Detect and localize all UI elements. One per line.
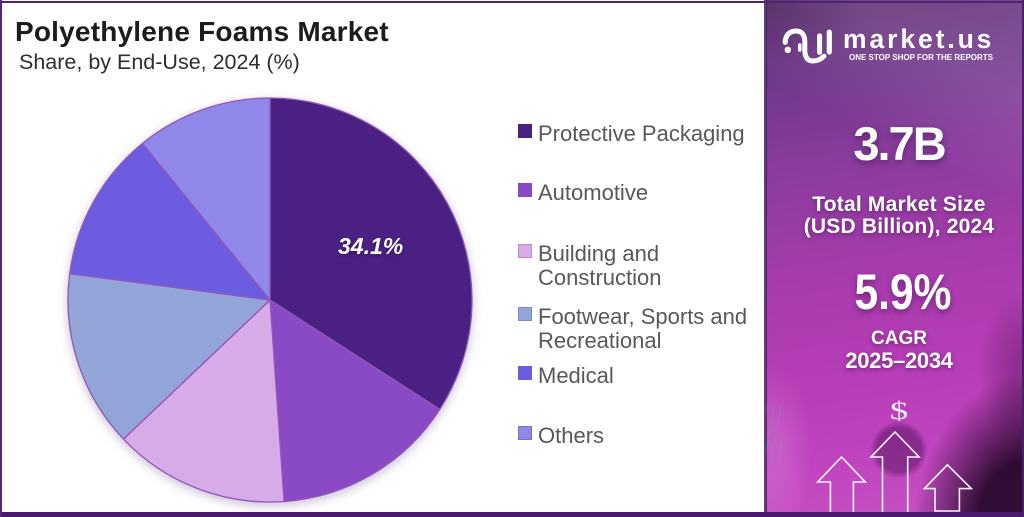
svg-text:market.us: market.us [843, 24, 994, 54]
svg-text:ONE STOP SHOP FOR THE REPORTS: ONE STOP SHOP FOR THE REPORTS [849, 53, 994, 62]
